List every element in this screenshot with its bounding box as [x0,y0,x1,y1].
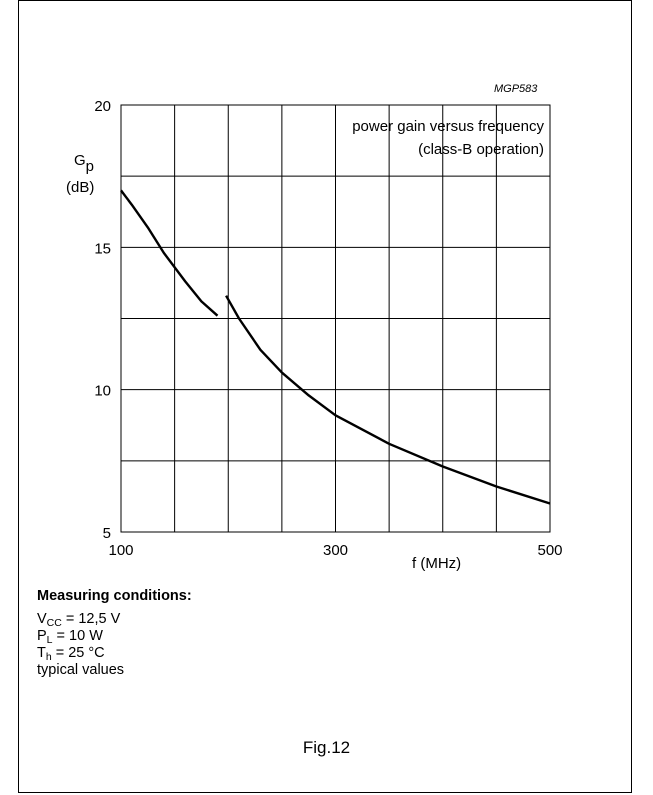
condition-pl: PL = 10 W [37,628,192,645]
pl-symbol: P [37,628,47,644]
chart-title-line2: (class-B operation) [418,141,544,158]
vcc-symbol: V [37,611,47,627]
x-tick-label: 500 [537,542,562,559]
y-tick-label: 20 [94,98,111,115]
conditions-heading: Measuring conditions: [37,588,192,604]
th-subscript: h [45,651,52,663]
x-tick-label: 300 [323,542,348,559]
chart-title-line1: power gain versus frequency [352,118,544,135]
condition-vcc: VCC = 12,5 V [37,611,192,628]
th-symbol: T [37,645,46,661]
measuring-conditions: Measuring conditions: VCC = 12,5 V PL = … [37,588,192,679]
y-axis-unit: (dB) [66,179,94,196]
y-axis-symbol: G [74,152,86,169]
gain-chart: 5 10 15 20 100 300 500 power gain versus frequ… [66,98,563,572]
curve-segment [225,295,551,505]
condition-th: Th = 25 °C [37,645,192,662]
x-axis-label: f (MHz) [412,555,461,572]
plot-area-border [120,104,551,533]
figure-code: MGP583 [494,83,538,95]
x-tick-label: 100 [108,542,133,559]
th-value: = 25 °C [51,645,105,661]
frame-top-border [18,0,632,1]
y-axis-symbol-subscript: p [86,158,94,175]
chart-grid [120,104,551,533]
y-axis-label: Gp [74,152,94,175]
condition-note: typical values [37,662,125,678]
pl-value: = 10 W [52,628,103,644]
y-tick-label: 15 [94,240,111,257]
figure-frame [18,0,632,793]
vcc-value: = 12,5 V [61,611,121,627]
curve-segment [120,189,219,317]
gain-curve [120,189,551,505]
y-tick-label: 5 [103,525,111,542]
axis-tick-labels: 5 10 15 20 100 300 500 [94,98,562,559]
vcc-subscript: CC [46,617,62,629]
figure-caption: Fig.12 [302,738,351,757]
y-tick-label: 10 [94,383,111,400]
pl-subscript: L [46,634,53,646]
